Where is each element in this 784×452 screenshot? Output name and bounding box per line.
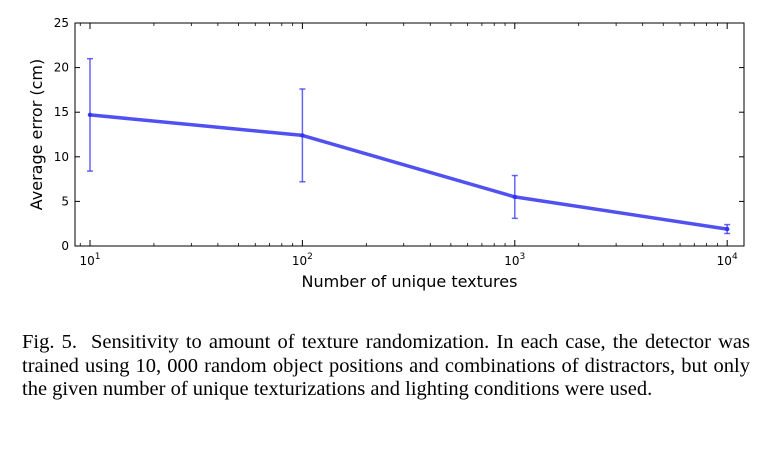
caption-text: Sensitivity to amount of texture randomi… — [22, 331, 750, 400]
y-tick-label: 5 — [61, 194, 69, 208]
figure-label: Fig. 5. — [22, 331, 77, 353]
y-tick-label: 25 — [54, 16, 69, 30]
y-ticks: 0 5 10 15 20 25 — [54, 16, 744, 253]
x-ticks: 101 102 103 104 — [79, 23, 738, 268]
y-tick-label: 15 — [54, 105, 69, 119]
data-point — [300, 133, 305, 138]
x-tick-label: 103 — [504, 252, 525, 268]
x-tick-label: 101 — [79, 252, 100, 268]
x-axis-label: Number of unique textures — [302, 272, 518, 291]
y-axis-label: Average error (cm) — [27, 59, 46, 210]
series-line — [89, 113, 728, 231]
y-tick-label: 10 — [54, 150, 69, 164]
x-tick-label: 104 — [717, 252, 738, 268]
y-tick-label: 20 — [54, 61, 69, 75]
y-tick-label: 0 — [61, 239, 69, 253]
data-point — [512, 194, 517, 200]
error-bars — [86, 57, 731, 235]
figure-caption: Fig. 5. Sensitivity to amount of texture … — [22, 331, 750, 402]
data-point — [87, 112, 93, 118]
plot-frame — [74, 22, 745, 247]
series-line-group — [87, 112, 730, 232]
chart: 101 102 103 104 0 5 10 15 20 25 Number of unique… — [27, 16, 745, 291]
x-tick-label: 102 — [292, 252, 313, 268]
data-point — [724, 226, 730, 232]
